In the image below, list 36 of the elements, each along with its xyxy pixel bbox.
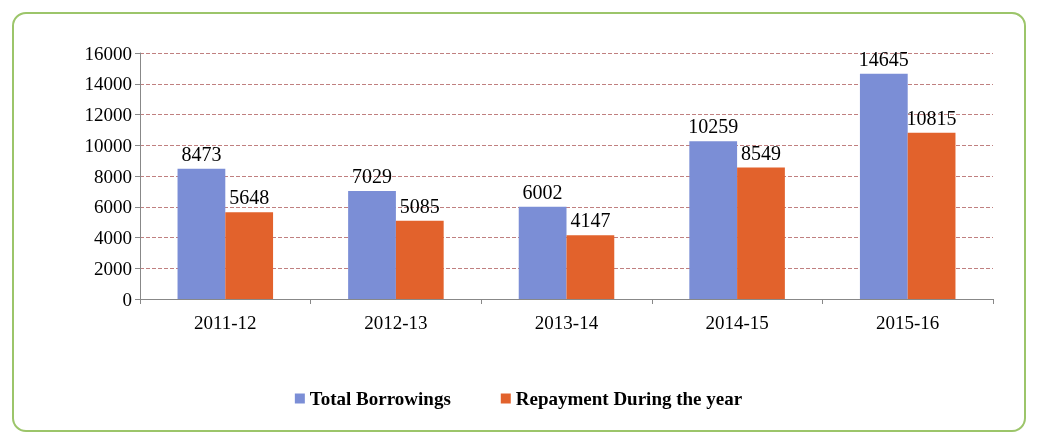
bar [859, 73, 908, 299]
y-tick-label: 14000 [84, 73, 132, 95]
y-tick-label: 16000 [84, 42, 132, 64]
legend-label: Repayment During the year [515, 388, 743, 409]
bar [348, 190, 396, 299]
bar [395, 220, 444, 299]
bar [518, 206, 567, 299]
bar [907, 132, 956, 299]
bar [689, 141, 738, 299]
y-tick-label: 2000 [94, 257, 132, 279]
data-label: 8473 [181, 142, 222, 165]
y-tick-label: 12000 [84, 104, 132, 125]
data-label: 7029 [352, 164, 393, 187]
data-label: 14645 [858, 47, 909, 70]
data-label: 4147 [570, 209, 611, 232]
y-tick-label: 6000 [94, 196, 132, 218]
bar [737, 167, 785, 299]
x-tick-label: 2015-16 [876, 312, 940, 333]
x-tick-label: 2013-14 [534, 312, 599, 333]
data-label: 5648 [229, 186, 270, 209]
legend-label: Total Borrowings [309, 388, 451, 409]
x-tick-label: 2012-13 [364, 312, 428, 333]
bar [177, 168, 226, 299]
x-tick-label: 2011-12 [193, 312, 257, 333]
y-tick-label: 4000 [94, 227, 132, 248]
data-label: 10259 [688, 115, 739, 138]
y-tick-label: 8000 [94, 165, 132, 187]
data-label: 6002 [522, 180, 563, 203]
bar [566, 235, 615, 299]
y-tick-label: 10000 [84, 134, 132, 156]
data-label: 10815 [906, 106, 957, 129]
bar [225, 212, 274, 299]
y-tick-label: 0 [122, 288, 132, 310]
data-label: 8549 [740, 141, 781, 164]
data-label: 5085 [399, 194, 440, 217]
x-tick-label: 2014-15 [705, 312, 769, 333]
